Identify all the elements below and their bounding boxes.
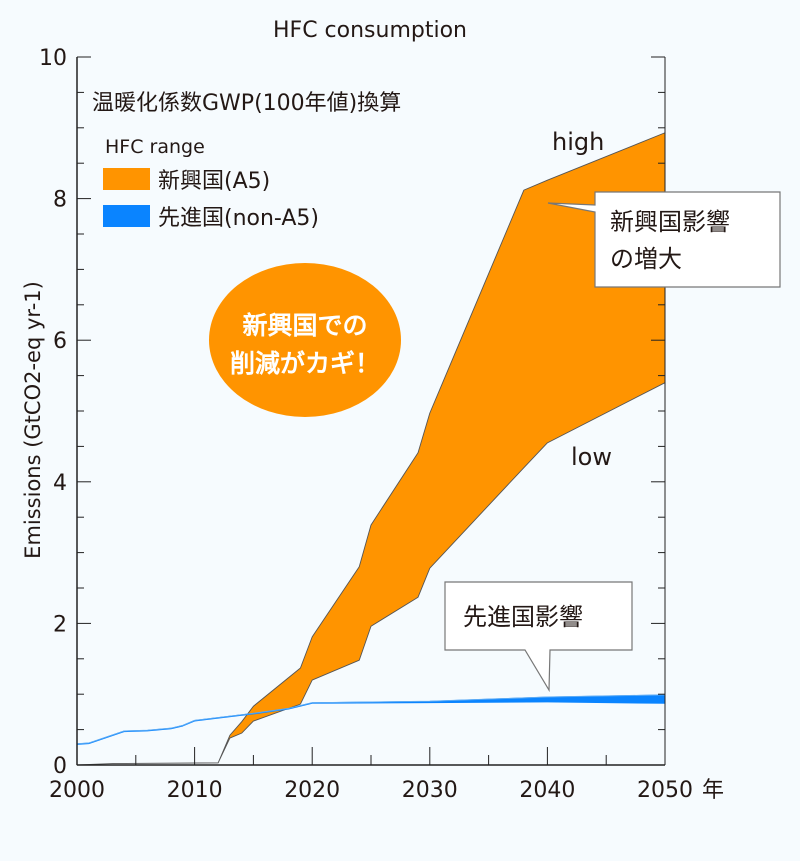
label-high: high xyxy=(552,128,604,156)
bubble-ellipse xyxy=(209,263,401,417)
legend-title: HFC range xyxy=(105,136,205,158)
x-unit-label: 年 xyxy=(702,778,724,803)
y-tick-label: 0 xyxy=(53,754,67,779)
callout-non-a5-text: 先進国影響 xyxy=(463,603,583,631)
callout-a5-line1: 新興国影響 xyxy=(610,208,730,236)
x-tick-label: 2020 xyxy=(284,778,340,803)
label-low: low xyxy=(571,443,612,471)
y-tick-label: 4 xyxy=(53,471,67,496)
callout-a5-line2: の増大 xyxy=(610,245,682,273)
callout-non-a5: 先進国影響 xyxy=(444,581,633,693)
x-tick-label: 2010 xyxy=(167,778,223,803)
chart-subtitle: 温暖化係数GWP(100年値)換算 xyxy=(92,91,401,116)
legend-label-non-a5: 先進国(non-A5) xyxy=(158,206,319,231)
axes: 0 2 4 6 8 10 2000 2010 2020 2030 2040 2050 xyxy=(39,46,693,803)
y-axis-label: Emissions (GtCO2-eq yr-1) xyxy=(21,281,45,559)
x-tick-label: 2050 xyxy=(637,778,693,803)
chart-title: HFC consumption xyxy=(273,18,467,43)
bubble-line1: 新興国での xyxy=(242,311,367,340)
x-tick-label: 2030 xyxy=(402,778,458,803)
legend-swatch-non-a5 xyxy=(103,205,150,227)
callout-a5: 新興国影響 の増大 xyxy=(547,191,781,288)
legend-swatch-a5 xyxy=(103,168,150,190)
legend: HFC range 新興国(A5) 先進国(non-A5) xyxy=(103,136,319,231)
y-tick-label: 10 xyxy=(39,46,67,71)
bubble-line2: 削減がカギ！ xyxy=(230,349,380,378)
x-tick-label: 2000 xyxy=(49,778,105,803)
y-tick-label: 2 xyxy=(53,612,67,637)
y-tick-label: 6 xyxy=(53,329,67,354)
key-message-bubble: 新興国での 削減がカギ！ xyxy=(209,263,401,417)
callout-non-a5-box xyxy=(444,581,633,693)
y-tick-label: 8 xyxy=(53,188,67,213)
x-tick-label: 2040 xyxy=(519,778,575,803)
legend-label-a5: 新興国(A5) xyxy=(158,169,270,194)
band-non-a5-line xyxy=(76,694,666,745)
callout-a5-box xyxy=(547,191,781,288)
